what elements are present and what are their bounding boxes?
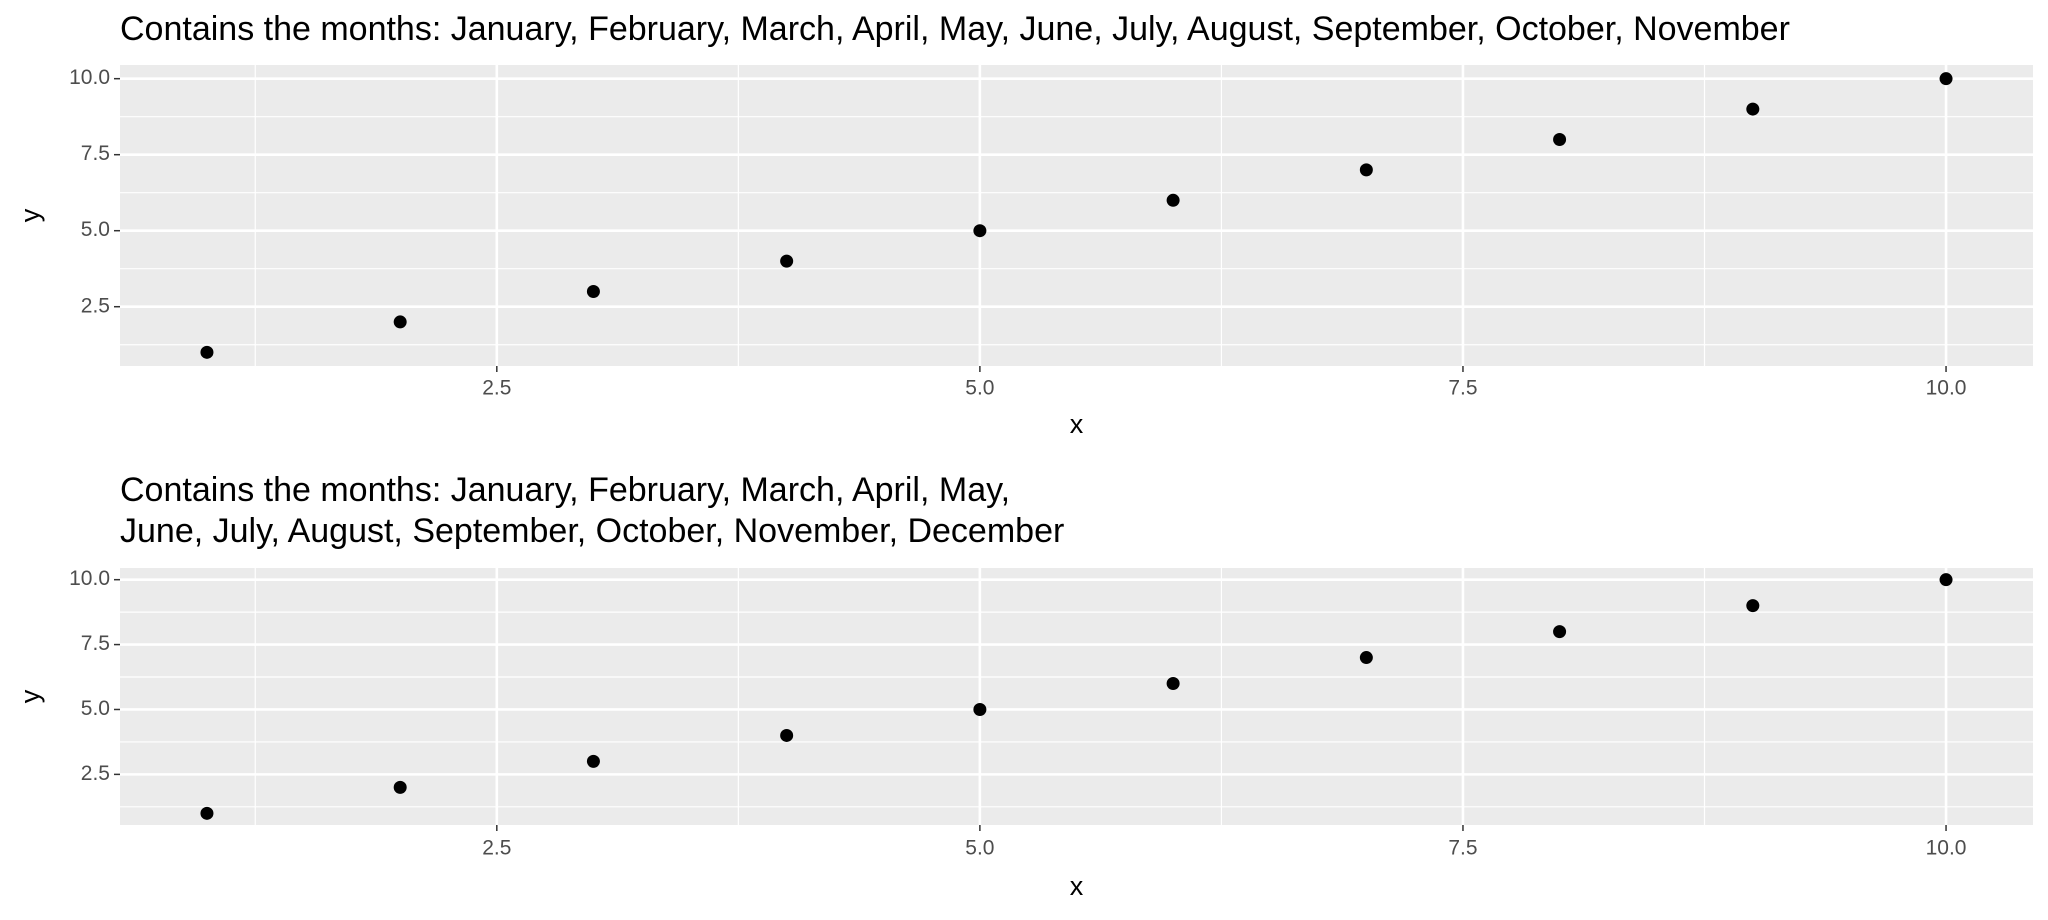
y-tick-label: 7.5 xyxy=(81,142,110,165)
y-axis-title: y xyxy=(15,689,45,703)
point xyxy=(200,806,214,820)
chart-title: Contains the months: January, February, … xyxy=(120,10,1790,48)
point xyxy=(780,728,794,742)
x-tick-label: 7.5 xyxy=(1448,377,1477,400)
x-tick-label: 5.0 xyxy=(965,377,994,400)
point xyxy=(1166,677,1180,691)
point xyxy=(1746,102,1760,116)
x-axis-title: x xyxy=(1070,409,1084,439)
x-tick-label: 2.5 xyxy=(482,837,511,860)
point xyxy=(1939,72,1953,86)
point xyxy=(973,702,987,716)
point xyxy=(1166,193,1180,207)
point xyxy=(780,254,794,268)
point xyxy=(1553,132,1567,146)
y-axis-title: y xyxy=(15,208,45,222)
point xyxy=(1939,573,1953,587)
y-tick-label: 2.5 xyxy=(81,294,110,317)
x-tick-label: 2.5 xyxy=(482,377,511,400)
point xyxy=(1359,163,1373,177)
x-tick-label: 10.0 xyxy=(1926,837,1967,860)
point xyxy=(200,345,214,359)
y-tick-label: 10.0 xyxy=(69,567,110,590)
panel xyxy=(120,568,2033,825)
chart-title: June, July, August, September, October, … xyxy=(120,512,1064,550)
x-tick-label: 5.0 xyxy=(965,837,994,860)
y-tick-label: 10.0 xyxy=(69,66,110,89)
point xyxy=(586,754,600,768)
point xyxy=(973,224,987,238)
chart-title: Contains the months: January, February, … xyxy=(120,471,1010,509)
y-tick-label: 5.0 xyxy=(81,218,110,241)
point xyxy=(1746,599,1760,613)
x-tick-label: 7.5 xyxy=(1448,837,1477,860)
y-tick-label: 7.5 xyxy=(81,632,110,655)
point xyxy=(586,285,600,299)
point xyxy=(1359,651,1373,665)
panel xyxy=(120,65,2033,366)
point xyxy=(1553,625,1567,639)
point xyxy=(393,315,407,329)
x-axis-title: x xyxy=(1070,871,1084,901)
y-tick-label: 5.0 xyxy=(81,697,110,720)
x-tick-label: 10.0 xyxy=(1926,377,1967,400)
y-tick-label: 2.5 xyxy=(81,762,110,785)
point xyxy=(393,780,407,794)
